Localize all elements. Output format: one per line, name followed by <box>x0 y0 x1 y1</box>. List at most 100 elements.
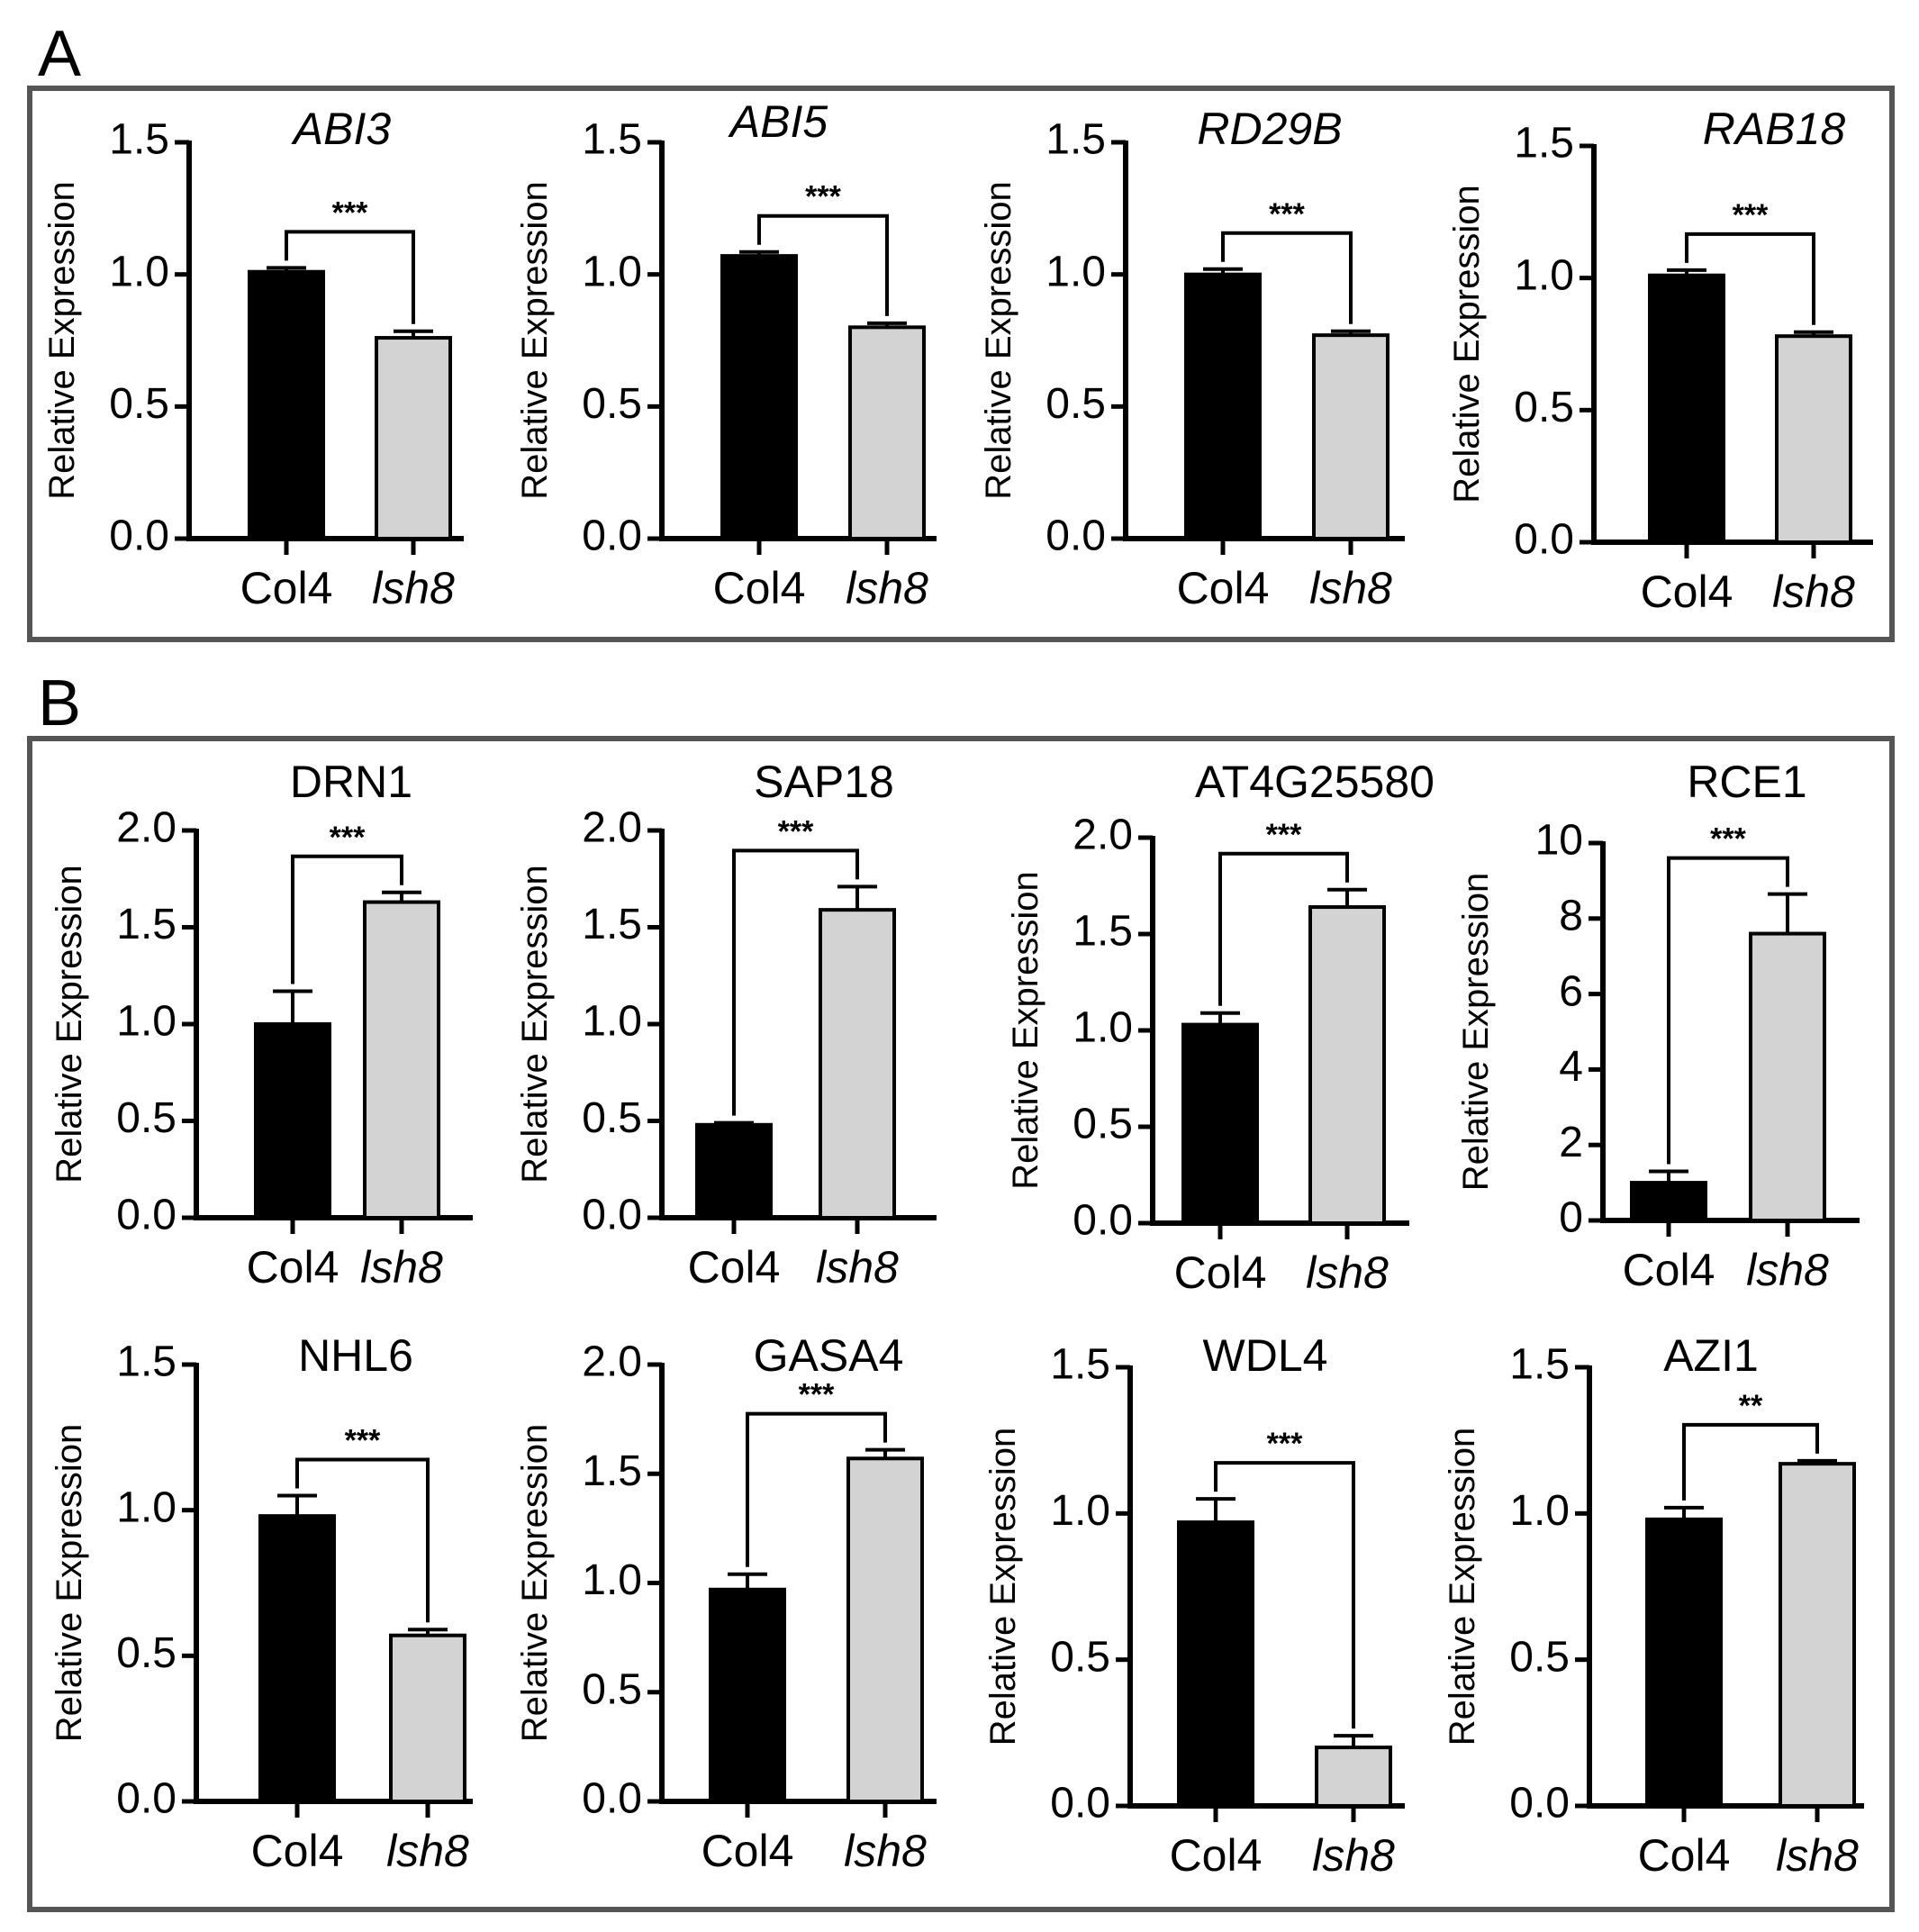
significance-bracket <box>1214 1461 1355 1729</box>
y-tick-label: 0.5 <box>116 1629 177 1677</box>
bar-lsh8 <box>1312 333 1389 540</box>
chart-nhl6: NHL6 Relative Expression 0.0 0.5 1.0 1.5 Col4 l… <box>50 1330 473 1876</box>
y-tick-label: 1.5 <box>116 901 177 948</box>
significance-bracket <box>1667 856 1789 1165</box>
y-axis-label: Relative Expression <box>1456 873 1496 1192</box>
y-tick-label: 6 <box>1559 967 1583 1015</box>
significance-label: *** <box>330 821 366 855</box>
y-axis-label: Relative Expression <box>50 1424 89 1743</box>
bar-lsh8 <box>1315 1746 1392 1808</box>
chart-rd29b: RD29B Relative Expression 0.0 0.5 1.0 1.5 Col4… <box>979 104 1405 613</box>
y-tick-label: 0.0 <box>1509 1780 1570 1828</box>
significance-label: *** <box>799 1378 835 1412</box>
y-tick-label: 2.0 <box>582 1338 642 1386</box>
significance-label: ** <box>1739 1389 1763 1423</box>
y-axis-label: Relative Expression <box>983 1428 1023 1746</box>
y-tick-label: 1.0 <box>116 1483 177 1531</box>
panel-a-frame <box>27 86 1895 642</box>
bar-lsh8 <box>1775 334 1852 545</box>
significance-bracket <box>291 854 403 984</box>
significance-bracket <box>746 1411 887 1567</box>
y-tick-label: 1.0 <box>1073 1004 1133 1052</box>
y-axis-label: Relative Expression <box>42 181 82 500</box>
y-tick-label: 1.0 <box>116 998 177 1046</box>
y-tick-label: 1.0 <box>582 1556 642 1604</box>
category-label-col4: Col4 <box>688 1242 781 1293</box>
significance-bracket <box>1682 1422 1819 1501</box>
y-tick-label: 1.0 <box>109 248 169 295</box>
chart-title: AZI1 <box>1663 1330 1759 1381</box>
chart-drn1: DRN1 Relative Expression 0.0 0.5 1.0 1.5 2.0 Co… <box>50 757 473 1293</box>
category-label-lsh8: lsh8 <box>1776 1830 1859 1881</box>
y-tick-label: 0.0 <box>109 512 169 560</box>
category-label-lsh8: lsh8 <box>1306 1247 1389 1298</box>
y-tick-label: 1.0 <box>1514 251 1574 299</box>
chart-title: RAB18 <box>1703 104 1846 154</box>
category-label-lsh8: lsh8 <box>386 1826 469 1876</box>
y-tick-label: 0.5 <box>116 1094 177 1142</box>
significance-label: *** <box>1269 197 1305 231</box>
category-label-col4: Col4 <box>1170 1830 1263 1881</box>
bar-col4 <box>1177 1520 1254 1809</box>
category-label-col4: Col4 <box>1623 1245 1715 1295</box>
y-tick-label: 0.0 <box>582 1775 642 1823</box>
category-label-col4: Col4 <box>1177 563 1270 613</box>
bar-col4 <box>1630 1181 1707 1222</box>
y-tick-label: 0.5 <box>1045 380 1106 428</box>
chart-rab18: RAB18 Relative Expression 0.0 0.5 1.0 1.5 Col4… <box>1447 104 1873 617</box>
category-label-col4: Col4 <box>713 563 806 613</box>
y-tick-label: 1.5 <box>1514 120 1574 168</box>
bar-col4 <box>1184 272 1262 540</box>
y-axis-label: Relative Expression <box>1447 185 1487 503</box>
bar-col4 <box>1648 273 1725 544</box>
y-tick-label: 0.5 <box>582 1094 642 1142</box>
y-tick-label: 0.0 <box>1073 1197 1133 1245</box>
y-tick-label: 2.0 <box>582 804 642 852</box>
bar-lsh8 <box>1779 1462 1856 1808</box>
chart-abi5: ABI5 Relative Expression 0.0 0.5 1.0 1.5 Col4 l… <box>515 96 937 613</box>
bar-lsh8 <box>375 336 452 541</box>
chart-at4g25580: AT4G25580 Relative Expression 0.0 0.5 1.0 1.5… <box>1006 757 1435 1298</box>
bar-lsh8 <box>389 1633 466 1803</box>
bar-col4 <box>248 269 325 540</box>
significance-label: *** <box>805 180 841 214</box>
chart-title: ABI3 <box>291 104 392 154</box>
y-tick-label: 1.5 <box>116 1338 177 1386</box>
y-axis-label: Relative Expression <box>1006 871 1045 1190</box>
y-tick-label: 1.5 <box>582 901 642 948</box>
chart-title: DRN1 <box>290 757 412 807</box>
y-axis-label: Relative Expression <box>979 181 1018 500</box>
y-tick-label: 0.5 <box>582 1665 642 1713</box>
bar-lsh8 <box>1749 931 1826 1223</box>
y-axis-label: Relative Expression <box>515 181 555 500</box>
bar-lsh8 <box>846 1456 924 1804</box>
y-tick-label: 4 <box>1559 1043 1583 1091</box>
panel-letter-a: A <box>38 18 81 90</box>
bar-col4 <box>720 254 798 540</box>
chart-gasa4: GASA4 Relative Expression 0.0 0.5 1.0 1.5 2.0 C… <box>515 1330 937 1876</box>
category-label-lsh8: lsh8 <box>360 1242 443 1293</box>
category-label-lsh8: lsh8 <box>1309 563 1392 613</box>
bar-lsh8 <box>848 325 926 541</box>
y-tick-label: 8 <box>1559 892 1583 939</box>
chart-title: SAP18 <box>754 757 894 807</box>
category-label-lsh8: lsh8 <box>846 563 928 613</box>
charts-group: ABI3 Relative Expression 0.0 0.5 1.0 1.5 Col4 l… <box>42 96 1873 1881</box>
y-tick-label: 1.5 <box>1045 116 1106 164</box>
y-tick-label: 1.5 <box>1073 908 1133 956</box>
y-tick-label: 0.5 <box>1073 1101 1133 1148</box>
chart-title: NHL6 <box>298 1330 413 1381</box>
category-label-lsh8: lsh8 <box>1746 1245 1829 1295</box>
y-tick-label: 2 <box>1559 1119 1583 1166</box>
significance-label: *** <box>332 195 368 230</box>
y-axis-label: Relative Expression <box>1443 1428 1482 1746</box>
y-tick-label: 0.5 <box>1509 1633 1570 1681</box>
significance-bracket <box>732 848 859 1116</box>
y-tick-label: 0.0 <box>1050 1780 1110 1828</box>
y-axis-label: Relative Expression <box>515 865 555 1184</box>
category-label-col4: Col4 <box>251 1826 344 1876</box>
y-tick-label: 0.0 <box>116 1775 177 1823</box>
chart-title: AT4G25580 <box>1195 757 1435 807</box>
y-tick-label: 0.5 <box>1514 384 1574 431</box>
